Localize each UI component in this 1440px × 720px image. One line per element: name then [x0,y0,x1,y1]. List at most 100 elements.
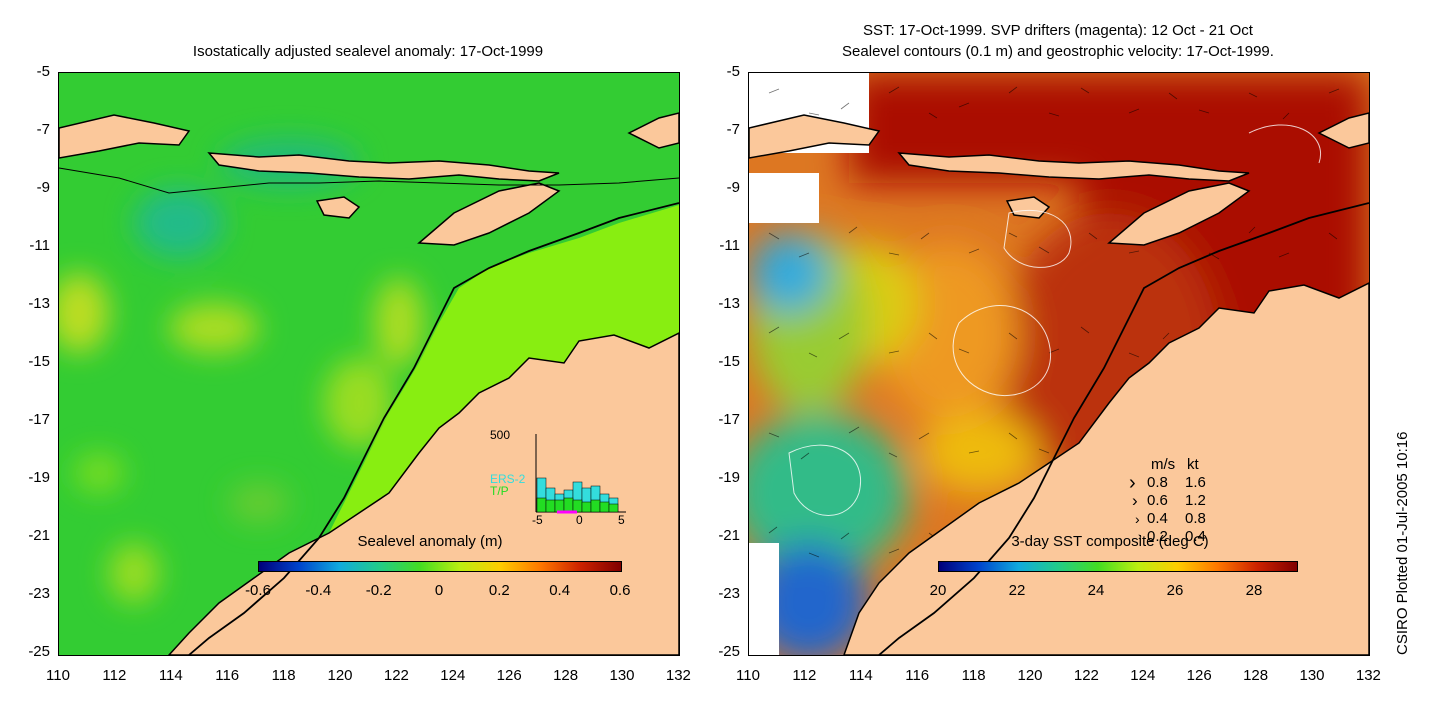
left-colorbar-label: Sealevel anomaly (m) [357,533,503,550]
inset-xtick: 5 [618,513,625,527]
y-tick-label: -13 [718,295,740,312]
legend-ms-value: 0.8 [1147,474,1168,491]
colorbar-tick-label: 22 [1008,582,1026,599]
legend-kt-value: 1.2 [1185,492,1206,509]
x-tick-label: 122 [1073,667,1099,684]
colorbar-tick-label: -0.4 [305,582,332,599]
colorbar-tick-label: -0.2 [365,582,392,599]
legend-row: › 0.6 1.2 [1125,492,1235,510]
colorbar-tick-label: 0.6 [609,582,631,599]
y-tick-label: -7 [726,121,740,138]
deep-contour [59,167,679,194]
x-tick-label: 118 [271,667,296,684]
sumba-island [315,196,361,219]
legend-ms-value: 0.2 [1147,528,1168,545]
colorbar-tick-label: 24 [1087,582,1105,599]
north-coast-island [1317,112,1369,149]
legend-header-ms: m/s [1151,456,1176,473]
colorbar-tick-label: 20 [929,582,947,599]
left-panel-title: Isostatically adjusted sealevel anomaly:… [192,43,544,60]
y-tick-label: -25 [28,643,50,660]
australia-land [167,332,679,655]
x-tick-label: 112 [102,667,127,684]
right-panel-title-line1: SST: 17-Oct-1999. SVP drifters (magenta)… [863,22,1253,39]
y-tick-label: -25 [718,643,740,660]
x-tick-label: 132 [665,667,691,684]
x-tick-label: 118 [961,667,986,684]
sla-field [59,138,424,603]
x-tick-label: 128 [1243,667,1269,684]
x-tick-label: 116 [905,667,930,684]
plot-credit: CSIRO Plotted 01-Jul-2005 10:16 [1394,431,1411,655]
x-tick-label: 114 [848,667,873,684]
shelf-contour [878,202,1369,655]
velocity-legend: m/s kt › 0.8 1.6 › 0.6 1.2 › 0.4 0.8 › 0.2 0.4 [1125,456,1235,546]
y-tick-label: -19 [718,469,740,486]
north-coast-island [627,112,679,149]
y-tick-label: -15 [718,353,740,370]
y-tick-label: -9 [726,179,740,196]
colorbar-tick-label: 28 [1245,582,1263,599]
x-tick-label: 110 [736,667,760,684]
sealevel-contours [788,124,1321,516]
y-tick-label: -21 [718,527,740,544]
colorbar-tick-label: 0.2 [488,582,510,599]
x-tick-label: 124 [1130,667,1156,684]
x-tick-label: 116 [215,667,240,684]
legend-row: › 0.2 0.4 [1125,528,1235,546]
sst-missing-data [749,173,819,223]
y-tick-label: -9 [36,179,50,196]
arrow-icon: › [1129,472,1136,494]
legend-row: › 0.8 1.6 [1125,472,1235,494]
y-tick-label: -19 [28,469,50,486]
legend-kt-value: 1.6 [1185,474,1206,491]
x-tick-label: 114 [158,667,183,684]
arrow-icon: › [1138,531,1142,543]
y-tick-label: -5 [726,63,740,80]
x-tick-label: 130 [609,667,635,684]
legend-row: › 0.4 0.8 [1125,510,1235,528]
x-tick-label: 120 [327,667,353,684]
y-tick-label: -17 [718,411,740,428]
legend-ms-value: 0.4 [1147,510,1168,527]
y-tick-label: -11 [719,237,740,254]
colorbar-tick-label: -0.6 [245,582,271,599]
java-land [749,114,881,159]
x-tick-label: 128 [553,667,579,684]
colorbar-tick-label: 0 [434,582,444,599]
x-tick-label: 120 [1017,667,1043,684]
y-tick-label: -5 [36,63,50,80]
colorbar-tick-label: 0.4 [549,582,571,599]
legend-kt-value: 0.4 [1185,528,1206,545]
right-colorbar-label: 3-day SST composite (deg C) [1011,533,1209,550]
inset-xtick: -5 [532,513,543,527]
shelf-contour [188,202,679,655]
y-tick-label: -23 [718,585,740,602]
legend-kt-value: 0.8 [1185,510,1206,527]
x-tick-label: 122 [383,667,409,684]
y-tick-label: -15 [28,353,50,370]
legend-header-kt: kt [1187,456,1199,473]
y-tick-label: -11 [29,237,50,254]
sla-colorbar [258,561,622,572]
inset-bars [536,477,619,513]
arrow-icon: › [1135,511,1140,527]
altimeter-inset: 500 ERS-2 T/P -5 0 5 [488,428,628,527]
y-tick-label: -21 [28,527,50,544]
x-tick-label: 126 [496,667,522,684]
sst-colorbar [938,561,1298,572]
y-tick-label: -23 [28,585,50,602]
arrow-icon: › [1132,491,1138,510]
y-tick-label: -13 [28,295,50,312]
colorbar-tick-label: 26 [1166,582,1184,599]
right-panel-title-line2: Sealevel contours (0.1 m) and geostrophi… [842,43,1274,60]
x-tick-label: 130 [1299,667,1325,684]
inset-ers2-label: ERS-2 [490,472,526,486]
y-tick-label: -7 [36,121,50,138]
x-tick-label: 126 [1186,667,1212,684]
timor-island [1107,182,1251,246]
x-tick-label: 112 [792,667,817,684]
timor-island [417,182,561,246]
legend-ms-value: 0.6 [1147,492,1168,509]
lesser-sunda-islands [207,152,560,182]
